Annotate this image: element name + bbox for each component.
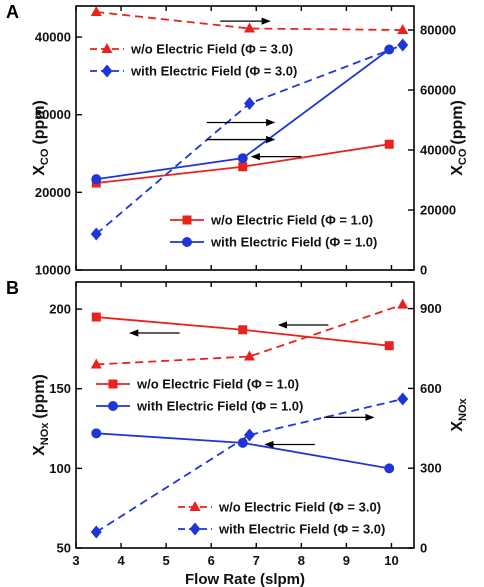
legend-marker (108, 379, 118, 389)
y-left-label-sub: NOx (39, 422, 51, 446)
plot-frame (75, 281, 415, 549)
y-right-tick-label: 40000 (420, 143, 456, 158)
data-point (91, 428, 102, 439)
x-tick-label: 4 (117, 553, 125, 568)
data-point (90, 227, 102, 241)
y-left-axis-label: XCO (ppm) (31, 100, 51, 176)
legend-label: w/o Electric Field (Φ = 1.0) (136, 377, 299, 392)
data-point (397, 392, 409, 406)
y-left-label-unit: (ppm) (31, 100, 48, 144)
y-left-tick-label: 150 (49, 381, 71, 396)
y-left-tick-label: 100 (49, 461, 71, 476)
y-left-tick-label: 200 (49, 302, 71, 317)
series-line-3 (95, 398, 403, 533)
y-right-tick-label: 0 (420, 263, 427, 278)
panel-b: B 3 4 5 6 7 8 9 10 Flow Rate (slpm) 50 100 150 200 0 30… (6, 278, 469, 587)
y-right-tick-label: 60000 (420, 83, 456, 98)
legend-label: with Electric Field (Φ = 3.0) (218, 522, 385, 537)
y-right-tick-label: 80000 (420, 23, 456, 38)
y-right-label-sub: NOx (457, 397, 469, 421)
legend-marker (101, 43, 113, 53)
y-left-label-unit: (ppm) (31, 374, 48, 418)
data-point (244, 22, 256, 33)
panel-label: B (6, 278, 19, 298)
y-left-tick-label: 50 (57, 541, 71, 556)
y-left-axis-label: XNOx (ppm) (31, 374, 51, 456)
legend-marker (101, 64, 113, 78)
x-tick-label: 6 (208, 553, 215, 568)
y-left-tick-label: 20000 (35, 185, 71, 200)
legend-marker (182, 237, 192, 247)
legend-marker (108, 401, 118, 411)
legend-marker (189, 501, 201, 511)
y-right-label-unit: (ppm) (449, 100, 466, 144)
y-left-tick-label: 10000 (35, 263, 71, 278)
x-tick-label: 3 (72, 553, 79, 568)
data-point (397, 298, 409, 309)
x-tick-label: 10 (384, 553, 398, 568)
x-tick-label: 5 (163, 553, 170, 568)
legend-label: w/o Electric Field (Φ = 3.0) (130, 42, 293, 57)
legend-marker (182, 215, 192, 225)
panel-label: A (6, 2, 19, 22)
x-tick-label: 8 (298, 553, 305, 568)
y-right-tick-label: 900 (420, 301, 442, 316)
y-left-label-sub: CO (39, 148, 51, 165)
x-axis-label: Flow Rate (slpm) (185, 571, 305, 587)
x-tick-label: 9 (343, 553, 350, 568)
data-point (91, 312, 101, 322)
legend-label: with Electric Field (Φ = 1.0) (136, 399, 303, 414)
y-left-tick-label: 30000 (35, 107, 71, 122)
data-point (244, 350, 256, 361)
data-point (90, 525, 102, 539)
y-right-label-sub: CO (457, 148, 469, 165)
legend-label: w/o Electric Field (Φ = 1.0) (210, 213, 373, 228)
y-right-tick-label: 300 (420, 461, 442, 476)
data-point (244, 428, 256, 442)
y-left-label-main: X (31, 445, 48, 456)
y-left-tick-label: 40000 (35, 30, 71, 45)
panel-a: A 10000 20000 30000 40000 0 20000 40000 60000 800… (6, 2, 469, 278)
y-right-tick-label: 600 (420, 381, 442, 396)
data-point (244, 97, 256, 110)
x-tick-label: 7 (253, 553, 260, 568)
legend-label: with Electric Field (Φ = 1.0) (210, 235, 377, 250)
data-point (384, 341, 394, 351)
y-right-label-main: X (449, 165, 466, 176)
data-point (237, 153, 248, 164)
plot-frame (75, 5, 415, 271)
y-right-tick-label: 0 (420, 541, 427, 556)
data-point (90, 6, 102, 16)
data-point (90, 358, 102, 369)
data-point (91, 174, 102, 185)
data-point (384, 44, 395, 55)
data-point (397, 38, 409, 52)
y-right-label-main: X (449, 421, 466, 432)
series-line-2 (96, 303, 404, 366)
legend-label: with Electric Field (Φ = 3.0) (130, 64, 297, 79)
y-left-label-main: X (31, 165, 48, 176)
data-point (397, 24, 409, 34)
data-point (384, 463, 395, 474)
y-right-tick-label: 20000 (420, 203, 456, 218)
legend-label: w/o Electric Field (Φ = 3.0) (218, 500, 381, 515)
legend-marker (189, 522, 201, 536)
y-right-axis-label: XCO (ppm) (449, 100, 469, 176)
data-point (238, 325, 248, 335)
data-point (238, 162, 248, 172)
data-point (384, 139, 394, 149)
y-right-axis-label: XNOx (449, 397, 469, 431)
